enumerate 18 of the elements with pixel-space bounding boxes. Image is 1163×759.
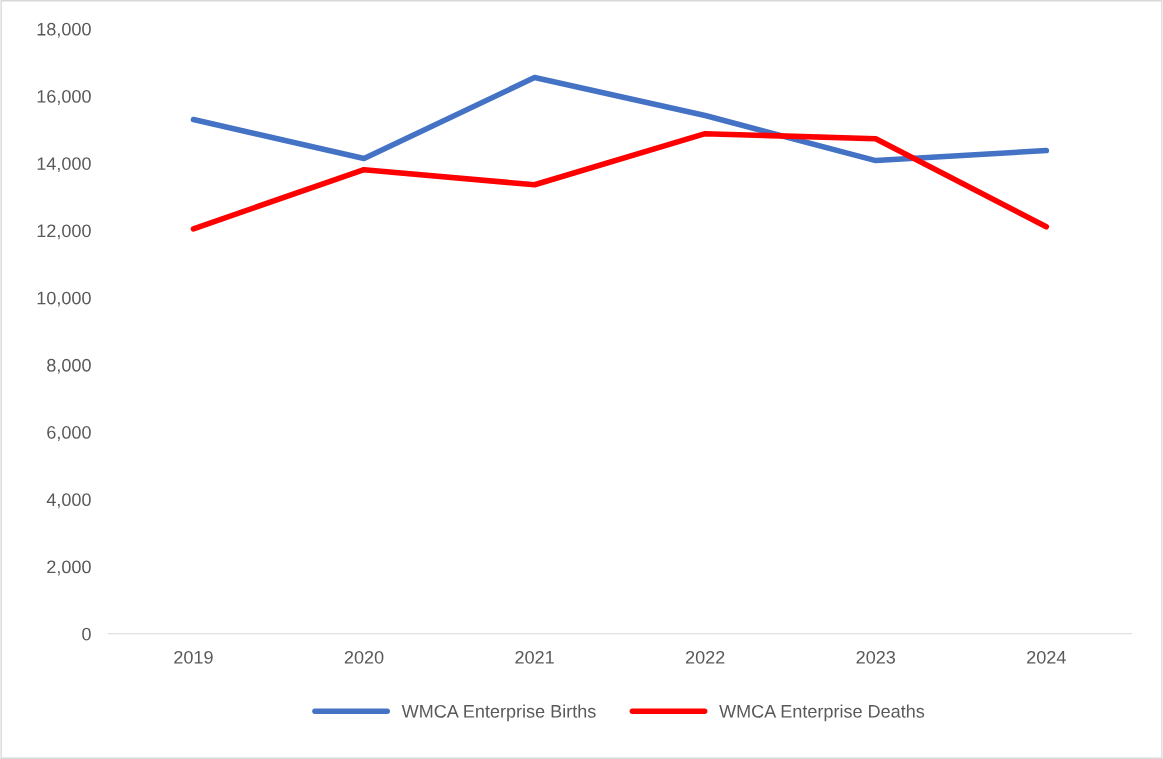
x-tick-label: 2019 bbox=[174, 650, 213, 664]
y-tick-label: 14,000 bbox=[37, 157, 91, 173]
x-tick-label: 2021 bbox=[515, 650, 554, 664]
y-tick-label: 18,000 bbox=[37, 22, 91, 38]
y-tick-label: 2,000 bbox=[47, 560, 91, 576]
legend-label: WMCA Enterprise Deaths bbox=[719, 704, 925, 722]
y-tick-label: 6,000 bbox=[47, 426, 91, 441]
y-tick-label: 0 bbox=[82, 627, 91, 641]
y-tick-label: 8,000 bbox=[47, 358, 91, 374]
x-tick-label: 2024 bbox=[1027, 650, 1066, 664]
y-tick-label: 16,000 bbox=[37, 89, 91, 105]
x-tick-label: 2022 bbox=[685, 650, 725, 664]
y-tick-label: 10,000 bbox=[37, 291, 91, 307]
legend-label: WMCA Enterprise Births bbox=[401, 704, 596, 722]
x-tick-label: 2020 bbox=[344, 650, 384, 664]
y-tick-label: 12,000 bbox=[37, 224, 91, 240]
x-tick-label: 2023 bbox=[856, 650, 896, 664]
y-tick-label: 4,000 bbox=[46, 493, 91, 509]
